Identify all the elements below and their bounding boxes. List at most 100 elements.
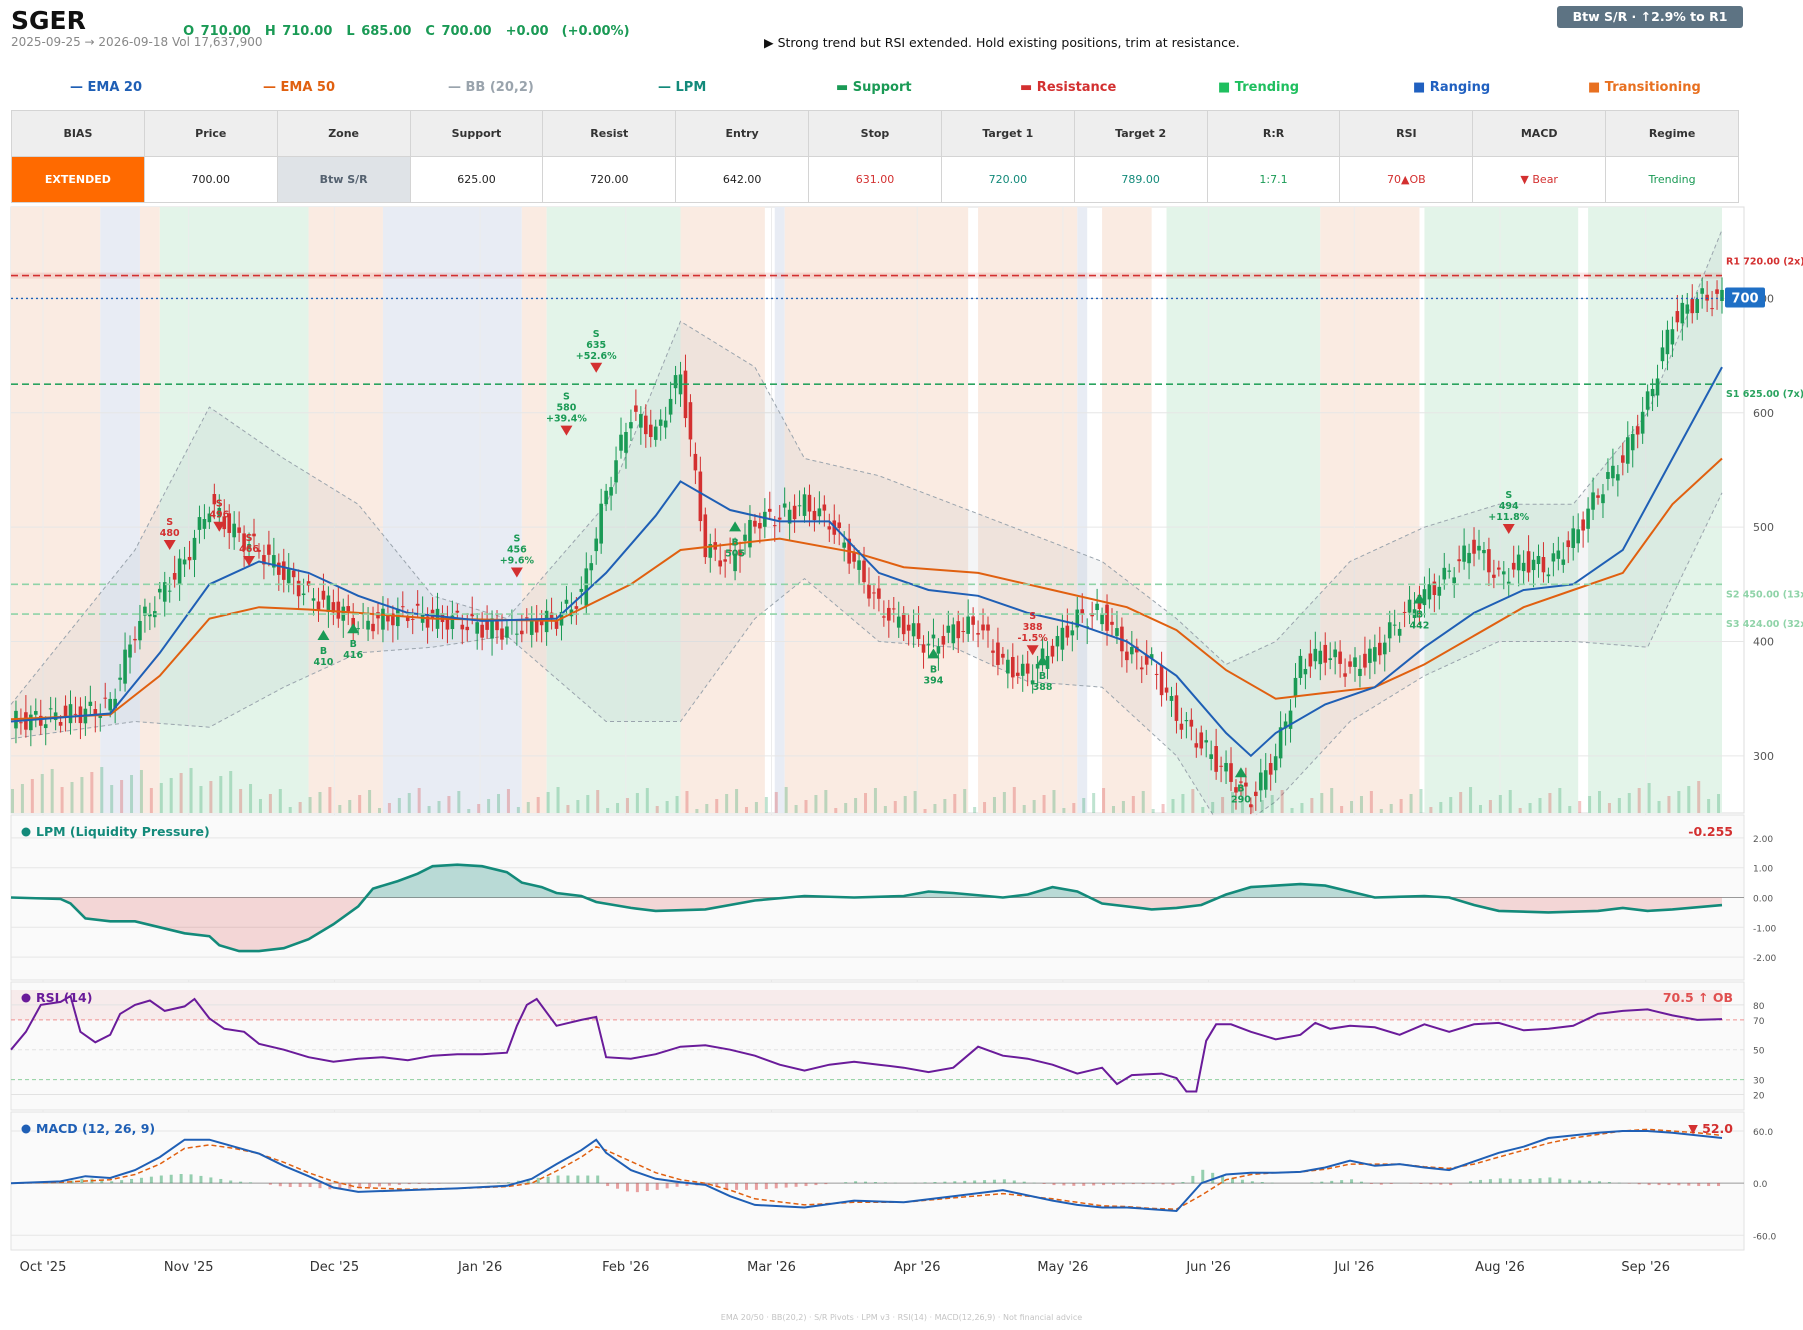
candle-body <box>1720 289 1724 301</box>
volume-bar <box>30 779 34 813</box>
trade-marker-label: S <box>1505 490 1512 501</box>
volume-bar <box>1359 796 1363 813</box>
candle-body <box>1025 663 1030 674</box>
macd-histogram-bar <box>1369 1183 1373 1184</box>
legend-transitioning[interactable]: ■ Transitioning <box>1588 80 1701 95</box>
candle-body <box>148 614 152 617</box>
candle-body <box>227 513 232 533</box>
candle-body <box>852 552 856 562</box>
candle-body <box>797 505 802 507</box>
volume-bar <box>1508 790 1512 813</box>
macd-histogram-bar <box>1687 1183 1691 1186</box>
candle-body <box>1234 787 1238 793</box>
macd-histogram-bar <box>1429 1183 1433 1185</box>
legend-resistance[interactable]: ▬ Resistance <box>1020 80 1117 95</box>
volume-bar <box>586 795 590 813</box>
volume-bar <box>566 805 570 813</box>
macd-title: MACD (12, 26, 9) <box>36 1121 155 1136</box>
candle-body <box>1055 636 1060 647</box>
legend-trending[interactable]: ■ Trending <box>1218 80 1300 95</box>
candle-body <box>296 580 301 597</box>
candle-body <box>1070 630 1075 636</box>
volume-bar <box>1558 788 1562 813</box>
macd-histogram-bar <box>308 1183 312 1187</box>
candle-body <box>118 677 122 680</box>
close-value: C 700.00 <box>425 24 492 39</box>
lpm-dot-icon <box>21 827 31 837</box>
legend-bb[interactable]: — BB (20,2) <box>448 80 534 95</box>
candle-body <box>1635 426 1640 435</box>
candle-body <box>911 623 916 637</box>
sell-marker <box>1502 524 1515 535</box>
candle-body <box>673 375 678 389</box>
candle-body <box>480 624 484 638</box>
volume-bar <box>169 778 173 813</box>
volume-bar <box>705 804 709 813</box>
candle-body <box>68 704 73 724</box>
volume-bar <box>675 796 679 813</box>
volume-bar <box>744 807 748 813</box>
time-tick-label: Jan '26 <box>457 1260 502 1275</box>
legend-ema20[interactable]: — EMA 20 <box>70 80 143 95</box>
summary-value-cell: 720.00 <box>940 156 1075 203</box>
candle-body <box>450 615 455 630</box>
legend-ranging[interactable]: ■ Ranging <box>1413 80 1491 95</box>
candle-body <box>1308 653 1313 667</box>
macd-tick-label: 60.0 <box>1753 1128 1773 1138</box>
candle-body <box>867 584 871 599</box>
candle-body <box>1487 549 1491 573</box>
summary-header-cell: Target 1 <box>940 110 1075 157</box>
candle-body <box>1715 289 1719 294</box>
candle-body <box>753 520 757 527</box>
candle-body <box>658 419 663 426</box>
candle-body <box>1650 388 1655 397</box>
macd-histogram-bar <box>1419 1183 1423 1184</box>
candle-body <box>1095 603 1099 611</box>
candle-body <box>539 618 544 626</box>
candle-body <box>574 606 579 609</box>
macd-histogram-bar <box>110 1181 114 1184</box>
macd-histogram-bar <box>804 1183 808 1187</box>
candle-body <box>837 522 842 529</box>
candle-body <box>252 533 256 537</box>
candle-body <box>1378 642 1382 656</box>
candle-body <box>966 616 970 634</box>
candle-body <box>73 713 78 715</box>
legend-support[interactable]: ▬ Support <box>836 80 912 95</box>
candle-body <box>1521 562 1526 572</box>
macd-histogram-bar <box>407 1183 411 1185</box>
candle-body <box>688 402 693 440</box>
candle-body <box>306 581 311 586</box>
candle-body <box>346 606 351 612</box>
volume-bar <box>1637 788 1641 813</box>
lpm-negative-area <box>11 897 1722 952</box>
candle-body <box>1422 589 1427 606</box>
volume-bar <box>348 800 352 813</box>
volume-bar <box>943 799 947 813</box>
volume-bar <box>447 796 451 813</box>
time-tick-label: Jul '26 <box>1333 1260 1374 1275</box>
candle-body <box>1611 465 1615 479</box>
macd-histogram-bar <box>685 1183 689 1186</box>
summary-table: BIAS Price Zone Support Resist Entry Stop Targe… <box>11 110 1739 203</box>
signal-message: ▶ Strong trend but RSI extended. Hold ex… <box>764 35 1240 50</box>
price-tick-label: 400 <box>1753 635 1774 648</box>
zone-badge: Btw S/R · ↑2.9% to R1 <box>1557 6 1743 28</box>
trade-marker-label: 494 <box>1499 501 1519 512</box>
candle-body <box>1397 628 1402 636</box>
macd-histogram-bar <box>358 1183 362 1188</box>
macd-histogram-bar <box>854 1181 858 1184</box>
macd-histogram-bar <box>130 1178 134 1184</box>
legend-ema50[interactable]: — EMA 50 <box>263 80 336 95</box>
candle-body <box>143 606 147 616</box>
candle-body <box>921 644 926 653</box>
candle-body <box>1700 288 1704 294</box>
candle-body <box>787 509 792 524</box>
macd-histogram-bar <box>278 1183 282 1187</box>
legend-lpm[interactable]: — LPM <box>658 80 707 95</box>
volume-bar <box>130 775 134 813</box>
macd-histogram-bar <box>1697 1183 1701 1187</box>
candle-body <box>1467 552 1471 564</box>
volume-bar <box>1439 802 1443 813</box>
